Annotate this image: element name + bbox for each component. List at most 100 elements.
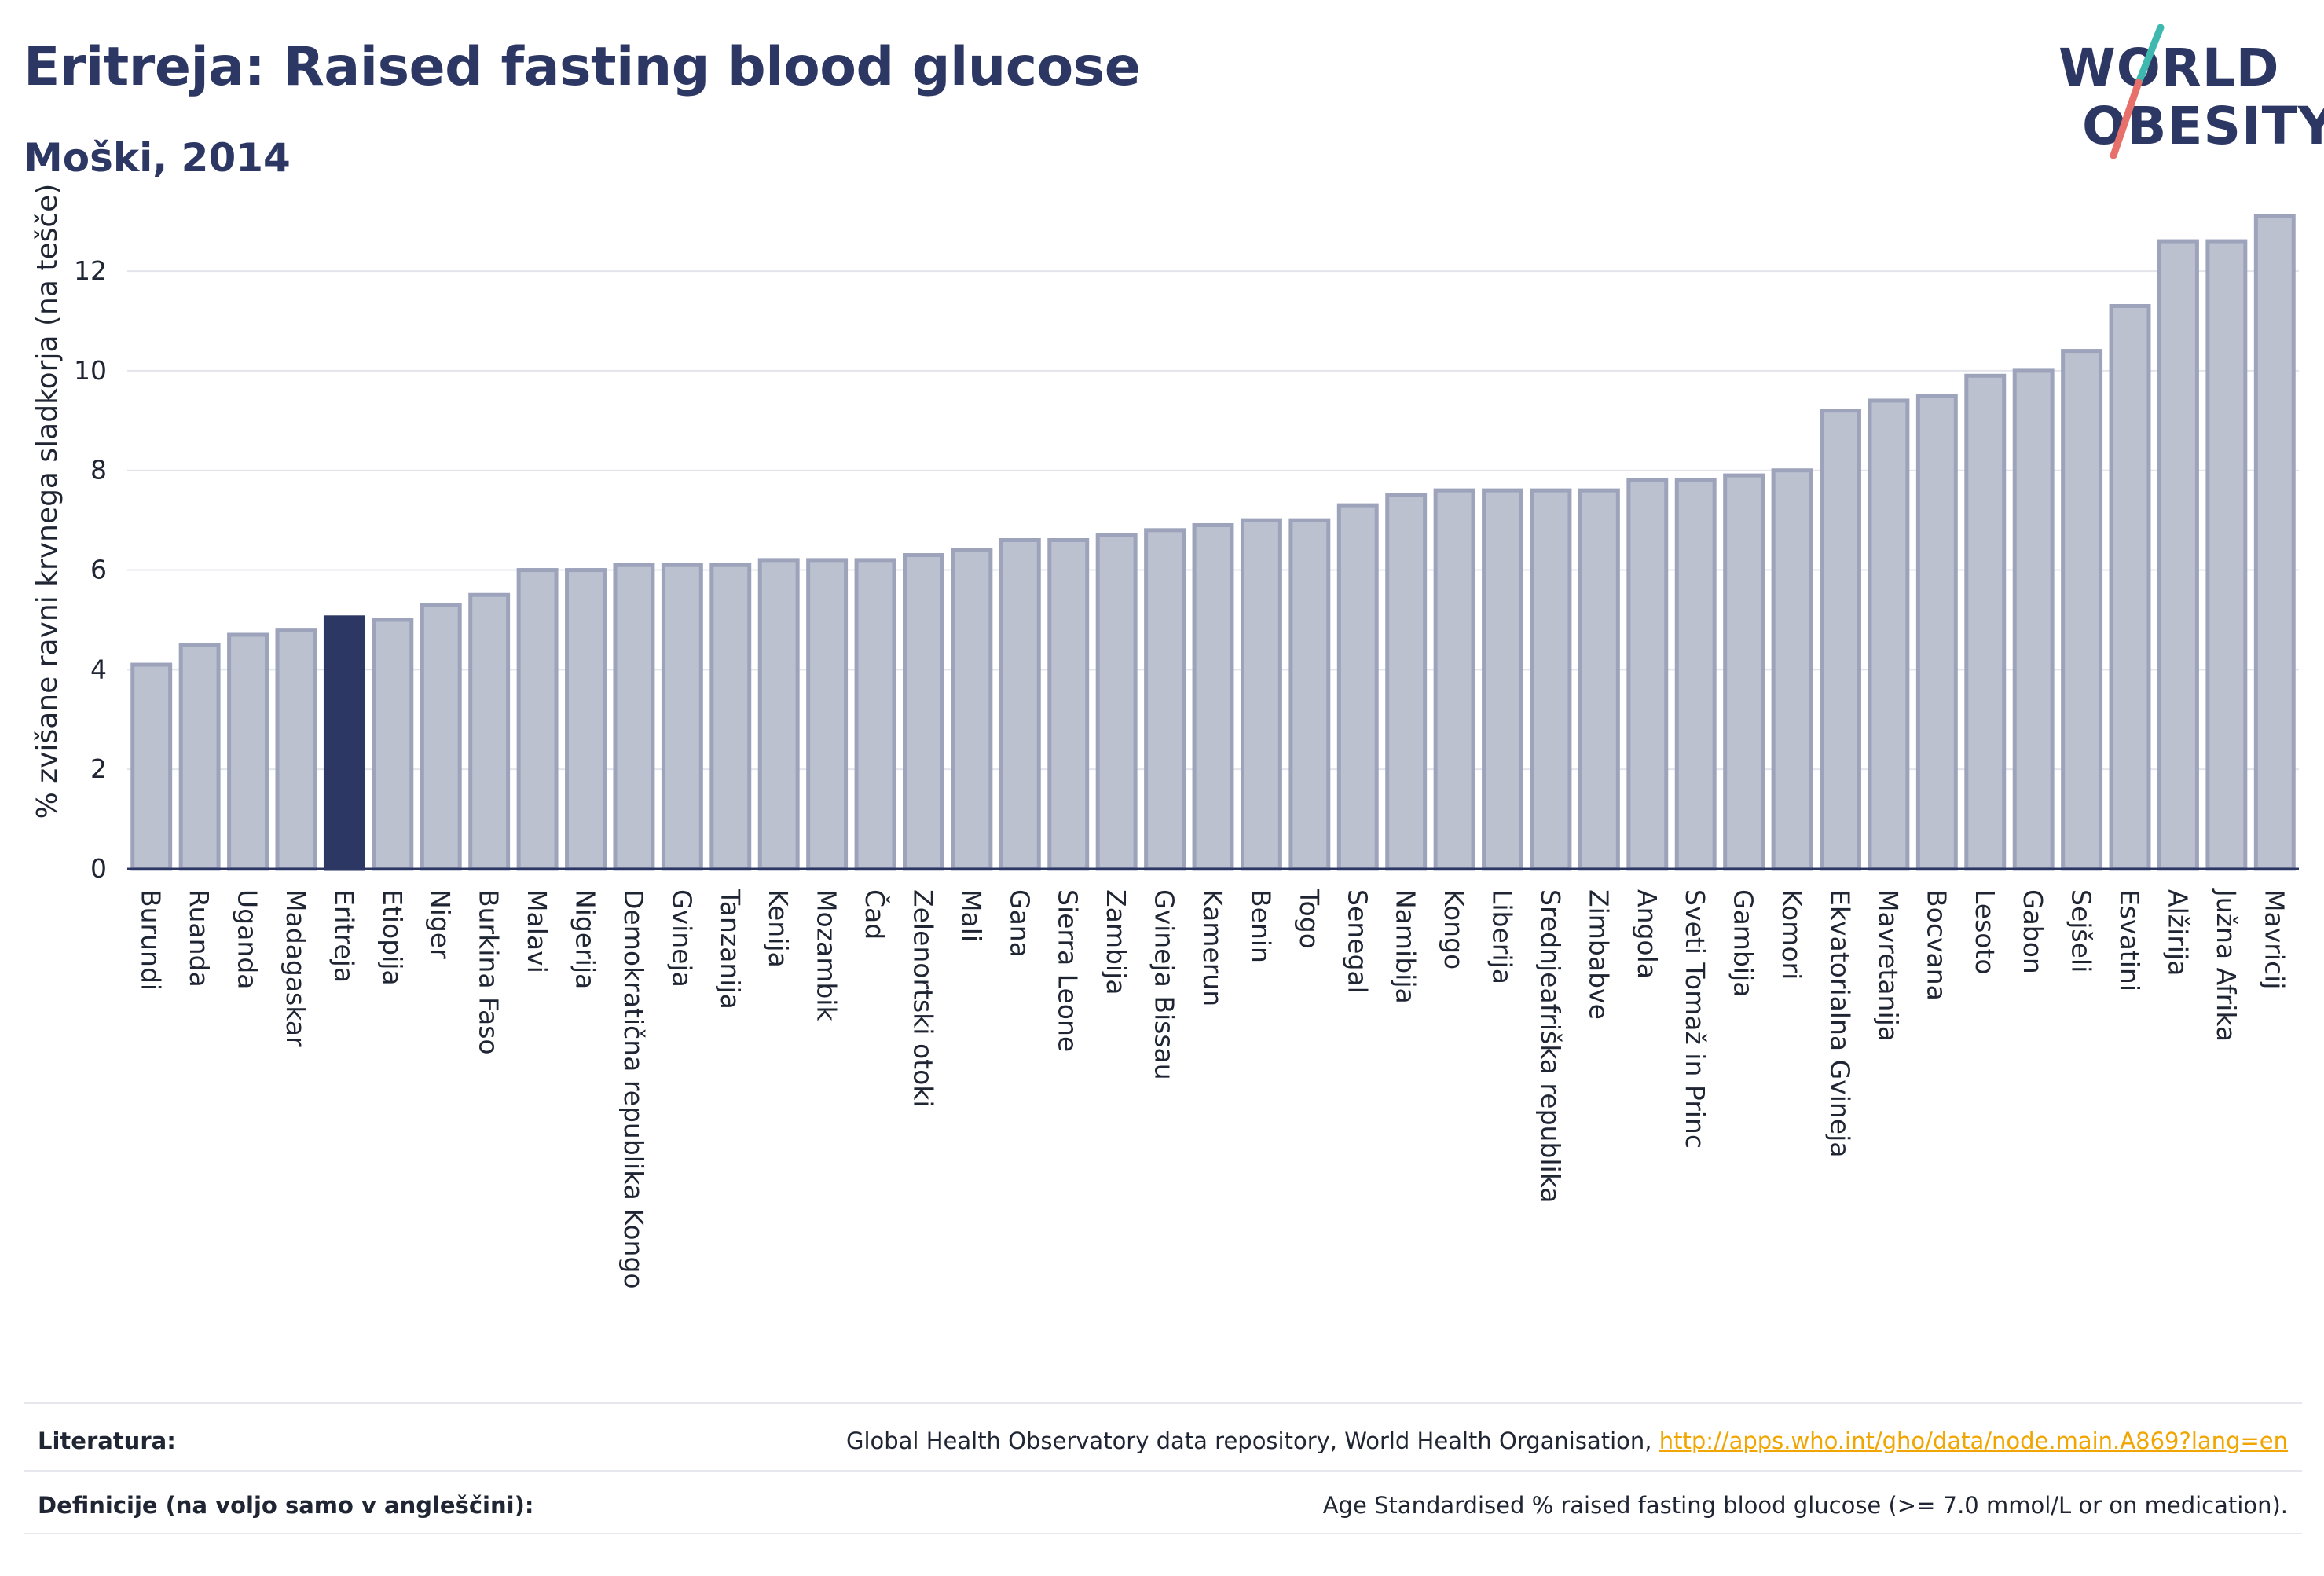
bar — [323, 615, 365, 871]
x-tick-label: Gambija — [1728, 889, 1759, 997]
bar — [951, 548, 993, 871]
x-tick-label: Zelenortski otoki — [907, 889, 938, 1108]
bar — [1578, 488, 1620, 871]
references-link[interactable]: http://apps.who.int/gho/data/node.main.A… — [1659, 1428, 2288, 1454]
x-tick-label: Malavi — [522, 889, 552, 973]
x-tick-label: Ruanda — [184, 889, 214, 988]
bar — [130, 662, 173, 871]
x-tick-label: Čad — [860, 889, 891, 940]
page-subtitle: Moški, 2014 — [24, 135, 291, 181]
bar — [1964, 373, 2007, 871]
bar — [1336, 503, 1379, 871]
bar — [420, 603, 462, 871]
bar — [613, 563, 655, 871]
x-tick-label: Gabon — [2018, 889, 2048, 974]
y-tick-label: 12 — [74, 255, 107, 286]
x-tick-label: Ekvatorialna Gvineja — [1824, 889, 1855, 1157]
bar — [2157, 239, 2199, 871]
x-tick-label: Srednjeafriška republika — [1535, 889, 1566, 1203]
bar — [565, 568, 607, 871]
bar — [709, 563, 752, 871]
x-tick-label: Benin — [1245, 889, 1276, 963]
x-tick-label: Kenija — [763, 889, 794, 968]
bar — [1240, 518, 1282, 871]
x-tick-label: Senegal — [1342, 889, 1373, 994]
definitions-text: Age Standardised % raised fasting blood … — [1322, 1492, 2288, 1519]
footer-divider — [24, 1533, 2302, 1534]
references-text: Global Health Observatory data repositor… — [845, 1428, 1659, 1454]
x-tick-label: Tanzanija — [715, 889, 746, 1010]
x-tick-label: Mavretanija — [1873, 889, 1904, 1042]
bar — [1144, 528, 1186, 871]
bar — [1385, 493, 1428, 871]
y-tick-label: 8 — [90, 455, 107, 486]
bar — [1288, 518, 1331, 871]
x-tick-label: Lesoto — [1970, 889, 2000, 975]
footer-divider — [24, 1470, 2302, 1472]
bar — [1047, 538, 1090, 871]
y-axis-label: % zvišane ravni krvnega sladkorja (na te… — [31, 184, 64, 819]
bar — [1433, 488, 1475, 871]
x-tick-label: Zambija — [1101, 889, 1131, 995]
x-tick-label: Nigerija — [570, 889, 601, 989]
x-tick-label: Komori — [1776, 889, 1807, 980]
bar — [661, 563, 703, 871]
logo-slash-icon — [2110, 24, 2165, 159]
y-tick-label: 10 — [74, 355, 107, 386]
bar — [757, 558, 800, 871]
x-tick-label: Gvineja — [666, 889, 697, 988]
bar — [178, 643, 221, 871]
definitions-label: Definicije (na voljo samo v angleščini): — [38, 1492, 534, 1519]
x-tick-label: Sveti Tomaž in Princ — [1680, 889, 1710, 1149]
logo-line-1: WORLD — [2058, 38, 2280, 98]
bar-chart: 0 2 4 6 8 10 12 % zvišane ravni krvnega sladkor… — [31, 184, 2299, 1289]
x-tick-label: Uganda — [233, 889, 263, 989]
y-tick-label: 2 — [90, 753, 107, 784]
bar — [516, 568, 559, 871]
x-tick-label: Niger — [425, 889, 456, 959]
x-tick-label: Kongo — [1439, 889, 1469, 969]
bar — [999, 538, 1041, 871]
x-tick-label: Angola — [1632, 889, 1662, 979]
bar — [1482, 488, 1523, 871]
x-tick-label: Gana — [1004, 889, 1035, 958]
x-tick-label: Mozambik — [812, 889, 842, 1021]
bar — [854, 558, 896, 871]
bar — [2109, 303, 2151, 871]
bar — [806, 558, 849, 871]
bar — [903, 553, 944, 871]
x-tick-label: Bocvana — [1921, 889, 1952, 1001]
x-tick-label: Etiopija — [377, 889, 408, 986]
bar — [2061, 349, 2103, 871]
x-tick-label: Alžirija — [2162, 889, 2193, 976]
footer-divider — [24, 1402, 2302, 1404]
bar — [1095, 533, 1138, 871]
x-tick-label: Eritreja — [328, 889, 359, 983]
bar — [468, 592, 511, 871]
bar — [1915, 394, 1958, 871]
bar — [1723, 473, 1765, 871]
references-value: Global Health Observatory data repositor… — [846, 1428, 2288, 1454]
bar — [372, 618, 414, 871]
bar — [1626, 478, 1669, 871]
bar — [1771, 468, 1813, 871]
x-tick-label: Zimbabve — [1583, 889, 1614, 1020]
bar — [2253, 214, 2296, 871]
x-tick-label: Namibija — [1391, 889, 1421, 1004]
x-tick-label: Esvatini — [2114, 889, 2145, 991]
x-tick-label: Demokratična republika Kongo — [618, 889, 649, 1289]
bar — [2205, 239, 2248, 871]
bar — [1530, 488, 1572, 871]
x-tick-label: Burkina Faso — [474, 889, 504, 1055]
bar — [1820, 409, 1861, 871]
x-tick-label: Sejšeli — [2066, 889, 2097, 973]
x-tick-label: Kamerun — [1197, 889, 1228, 1006]
x-tick-label: Mavricij — [2259, 889, 2289, 989]
y-tick-label: 6 — [90, 555, 107, 585]
y-tick-label: 0 — [90, 853, 107, 884]
x-tick-label: Liberija — [1487, 889, 1518, 984]
bar — [275, 628, 317, 871]
bar — [1674, 478, 1717, 871]
x-tick-label: Burundi — [136, 889, 167, 991]
x-tick-label: Sierra Leone — [1053, 889, 1083, 1052]
